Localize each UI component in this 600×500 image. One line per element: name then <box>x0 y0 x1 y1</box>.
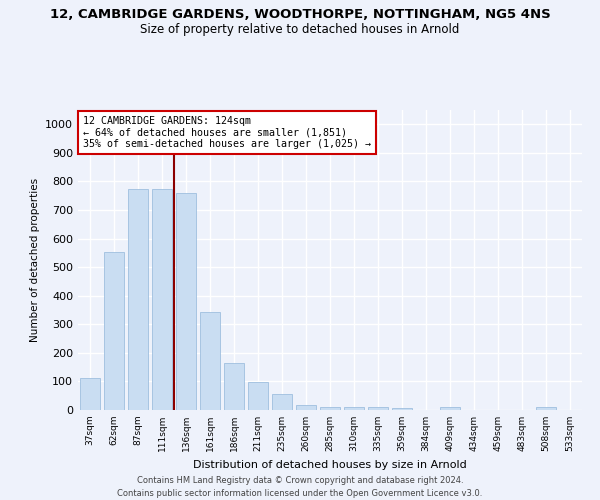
Text: Contains HM Land Registry data © Crown copyright and database right 2024.
Contai: Contains HM Land Registry data © Crown c… <box>118 476 482 498</box>
Bar <box>80 378 100 410</box>
Y-axis label: Number of detached properties: Number of detached properties <box>29 178 40 342</box>
Bar <box>128 188 148 410</box>
Bar <box>104 252 124 410</box>
Text: 12 CAMBRIDGE GARDENS: 124sqm
← 64% of detached houses are smaller (1,851)
35% of: 12 CAMBRIDGE GARDENS: 124sqm ← 64% of de… <box>83 116 371 149</box>
Bar <box>344 406 364 410</box>
Bar <box>368 407 388 410</box>
Bar <box>248 382 268 410</box>
Bar <box>440 407 460 410</box>
Bar <box>392 408 412 410</box>
Bar <box>152 188 172 410</box>
Text: 12, CAMBRIDGE GARDENS, WOODTHORPE, NOTTINGHAM, NG5 4NS: 12, CAMBRIDGE GARDENS, WOODTHORPE, NOTTI… <box>50 8 550 20</box>
Bar <box>200 312 220 410</box>
Bar <box>296 405 316 410</box>
Text: Size of property relative to detached houses in Arnold: Size of property relative to detached ho… <box>140 22 460 36</box>
Bar <box>224 363 244 410</box>
Bar <box>320 406 340 410</box>
X-axis label: Distribution of detached houses by size in Arnold: Distribution of detached houses by size … <box>193 460 467 469</box>
Bar <box>176 193 196 410</box>
Bar <box>536 407 556 410</box>
Bar <box>272 394 292 410</box>
